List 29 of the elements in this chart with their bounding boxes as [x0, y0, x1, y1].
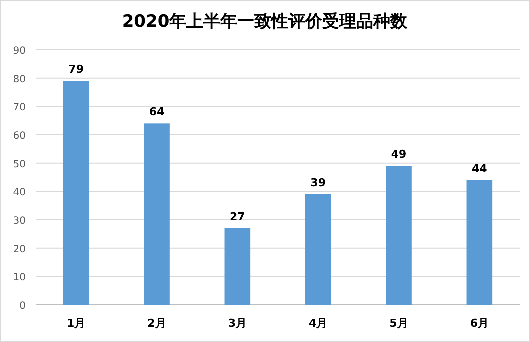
data-label: 79	[68, 63, 84, 76]
chart-title: 2020年上半年一致性评价受理品种数	[122, 12, 409, 32]
bar	[466, 180, 493, 305]
x-tick-label: 6月	[470, 317, 489, 330]
x-tick-label: 2月	[148, 317, 166, 330]
data-label: 39	[310, 176, 326, 190]
y-tick-label: 40	[13, 188, 26, 199]
bar	[144, 124, 170, 305]
y-tick-label: 70	[13, 102, 26, 114]
bar	[386, 166, 412, 305]
y-tick-label: 20	[13, 244, 26, 256]
y-tick-label: 50	[13, 159, 26, 170]
data-label: 44	[472, 162, 488, 176]
y-tick-label: 80	[13, 74, 26, 86]
bar	[305, 194, 332, 305]
y-tick-label: 90	[13, 46, 26, 57]
y-tick-label: 30	[13, 216, 26, 227]
data-label: 27	[230, 210, 246, 224]
bar	[63, 81, 90, 305]
y-tick-label: 60	[13, 131, 26, 142]
x-tick-label: 4月	[309, 317, 328, 330]
data-label: 49	[391, 148, 407, 162]
data-label: 64	[149, 106, 165, 119]
x-tick-label: 3月	[228, 317, 247, 330]
y-tick-label: 10	[13, 272, 26, 284]
x-tick-label: 5月	[390, 317, 408, 330]
x-tick-label: 1月	[67, 317, 86, 330]
y-tick-label: 0	[20, 301, 26, 312]
bar	[224, 228, 251, 305]
